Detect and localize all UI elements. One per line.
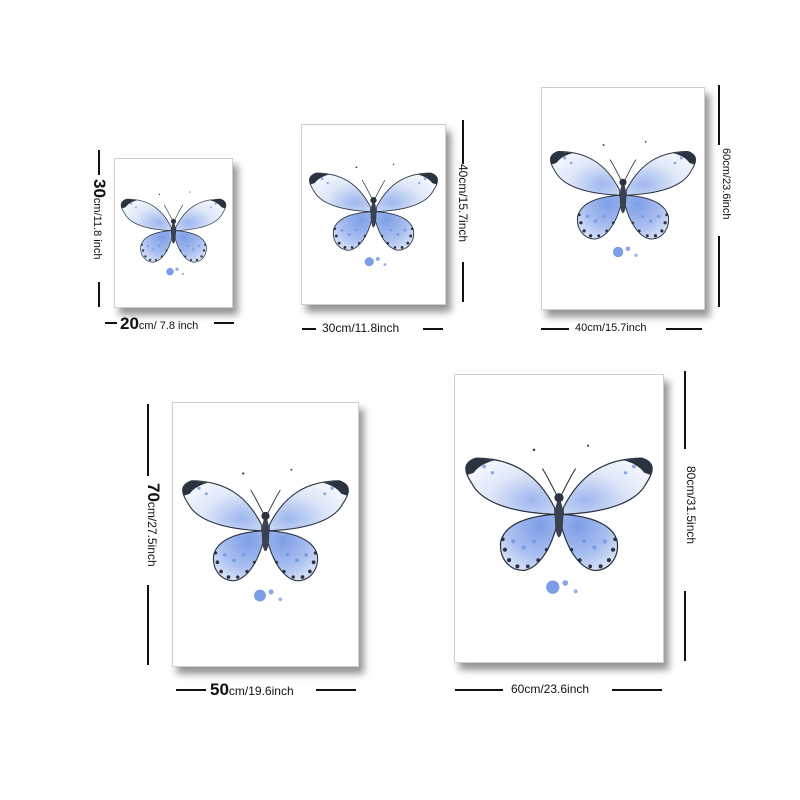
width-line-left-size-5 — [455, 689, 503, 691]
poster-frame-size-3 — [541, 87, 705, 310]
height-line-bottom-size-3 — [718, 236, 720, 307]
width-line-left-size-3 — [541, 328, 569, 330]
height-line-top-size-3 — [718, 85, 720, 145]
butterfly-icon — [115, 159, 232, 307]
height-label-size-3: 60cm/23.6inch — [720, 148, 732, 220]
width-line-right-size-4 — [316, 689, 356, 691]
width-unit-text: 40cm/15.7inch — [575, 322, 647, 334]
height-line-top-size-2 — [462, 120, 464, 164]
butterfly-icon — [542, 88, 704, 309]
width-label-size-1: 20 cm/ 7.8 inch — [120, 315, 198, 332]
width-line-right-size-3 — [666, 328, 702, 330]
width-number: 20 — [120, 314, 139, 333]
width-number: 50 — [210, 680, 229, 699]
height-line-top-size-5 — [684, 371, 686, 449]
height-label-size-2: 40cm/15.7inch — [456, 164, 470, 243]
width-unit-text: 60cm/23.6inch — [511, 682, 590, 696]
height-line-bottom-size-1 — [98, 282, 100, 307]
height-line-bottom-size-4 — [147, 585, 149, 665]
width-line-left-size-1 — [105, 322, 117, 324]
poster-frame-size-5 — [454, 374, 664, 663]
poster-frame-size-4 — [172, 402, 359, 667]
height-unit-text: 40cm/15.7inch — [456, 164, 470, 243]
width-label-size-5: 60cm/23.6inch — [511, 683, 589, 695]
height-unit-text: 80cm/31.5inch — [684, 466, 698, 545]
height-line-top-size-4 — [147, 404, 149, 476]
poster-frame-size-2 — [301, 124, 446, 305]
width-unit-text: cm/19.6inch — [228, 684, 294, 698]
height-number: 30 — [90, 179, 109, 198]
width-line-right-size-2 — [423, 328, 443, 330]
height-unit-text: cm/27.5inch — [145, 501, 159, 567]
width-line-left-size-4 — [176, 689, 206, 691]
height-label-size-4: 70 cm/27.5inch — [144, 483, 163, 567]
height-unit-text: 60cm/23.6inch — [720, 148, 732, 220]
width-line-right-size-1 — [214, 322, 234, 324]
poster-frame-size-1 — [114, 158, 233, 308]
width-unit-text: cm/ 7.8 inch — [138, 320, 199, 332]
height-line-bottom-size-2 — [462, 262, 464, 302]
height-line-bottom-size-5 — [684, 591, 686, 661]
height-line-top-size-1 — [98, 150, 100, 175]
height-number: 70 — [144, 483, 163, 502]
butterfly-icon — [302, 125, 445, 304]
height-unit-text: cm/11.8 inch — [91, 197, 103, 260]
width-label-size-2: 30cm/11.8inch — [322, 322, 399, 334]
height-label-size-5: 80cm/31.5inch — [684, 466, 698, 545]
butterfly-icon — [173, 403, 358, 666]
butterfly-icon — [455, 375, 663, 662]
height-label-size-1: 30 cm/11.8 inch — [90, 179, 109, 260]
width-line-left-size-2 — [302, 328, 316, 330]
width-unit-text: 30cm/11.8inch — [322, 321, 400, 335]
width-label-size-4: 50 cm/19.6inch — [210, 681, 294, 698]
width-line-right-size-5 — [612, 689, 662, 691]
width-label-size-3: 40cm/15.7inch — [575, 323, 647, 334]
